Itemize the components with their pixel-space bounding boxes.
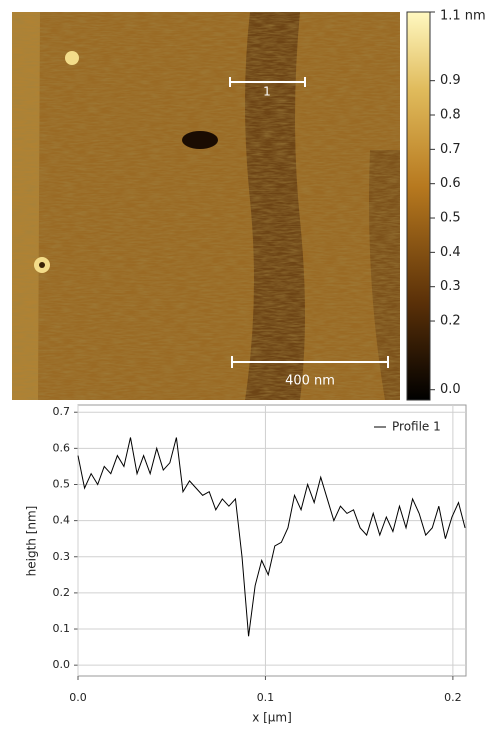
y-tick-label: 0.7 bbox=[53, 405, 71, 418]
x-tick-label: 0.0 bbox=[69, 691, 87, 704]
y-tick-label: 0.0 bbox=[53, 658, 71, 671]
y-tick-label: 0.4 bbox=[53, 514, 71, 527]
y-tick-label: 0.3 bbox=[53, 550, 71, 563]
colorbar-tick-label: 0.8 bbox=[440, 108, 461, 123]
colorbar-tick-label: 0.2 bbox=[440, 314, 461, 329]
colorbar-tick-label: 0.3 bbox=[440, 279, 461, 294]
colorbar-tick-label: 0.9 bbox=[440, 73, 461, 88]
y-tick-label: 0.2 bbox=[53, 586, 71, 599]
x-tick-label: 0.2 bbox=[444, 691, 462, 704]
profile-label: 1 bbox=[263, 85, 271, 99]
colorbar-tick-label: 0.5 bbox=[440, 211, 461, 226]
colorbar-tick-label: 1.1 nm bbox=[440, 9, 486, 24]
y-tick-label: 0.1 bbox=[53, 622, 71, 635]
y-tick-label: 0.6 bbox=[53, 441, 71, 454]
colorbar-tick-label: 0.7 bbox=[440, 142, 461, 157]
x-axis-label: x [µm] bbox=[252, 711, 292, 725]
plot-area bbox=[77, 404, 467, 677]
colorbar bbox=[406, 11, 431, 401]
profile-line bbox=[77, 437, 466, 637]
afm-image: 1 400 nm bbox=[12, 12, 400, 400]
legend-label: Profile 1 bbox=[392, 420, 441, 434]
x-tick-label: 0.1 bbox=[257, 691, 275, 704]
colorbar-tick-label: 0.4 bbox=[440, 245, 461, 260]
scale-label: 400 nm bbox=[285, 374, 335, 389]
colorbar-tick-label: 0.0 bbox=[440, 382, 461, 397]
y-axis-label: heigth [nm] bbox=[25, 506, 39, 577]
colorbar-tick-label: 0.6 bbox=[440, 176, 461, 191]
y-tick-label: 0.5 bbox=[53, 477, 71, 490]
